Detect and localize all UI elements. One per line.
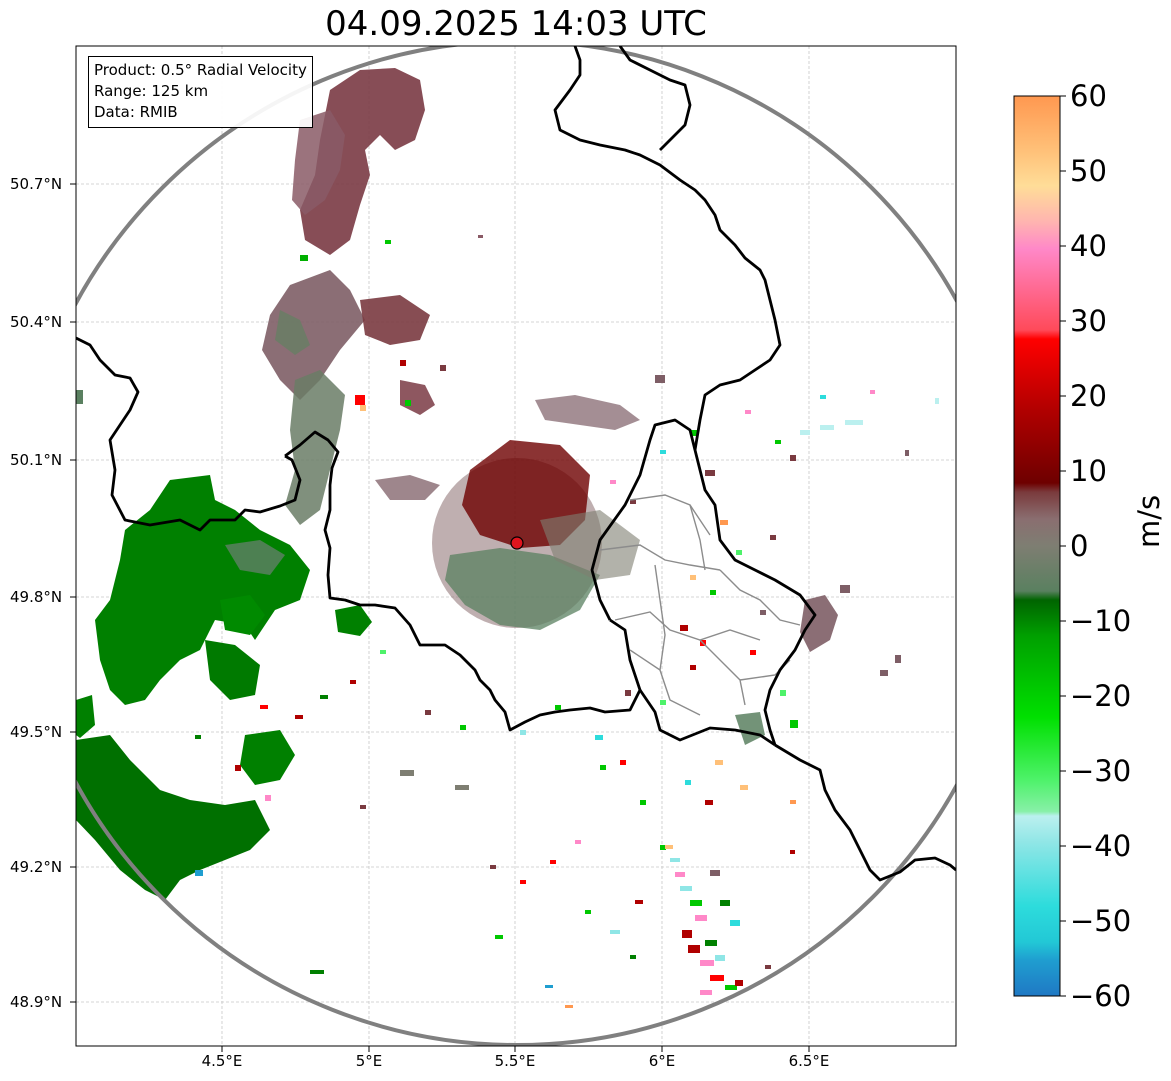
range-ring (76, 46, 956, 1046)
lon-label: 5°E (355, 1052, 383, 1070)
map-title: 04.09.2025 14:03 UTC (325, 4, 707, 44)
lat-label: 49.2°N (10, 858, 63, 876)
colorbar-tick-label: 30 (1070, 304, 1107, 338)
product-info-box: Product: 0.5° Radial Velocity Range: 125… (88, 56, 313, 128)
radar-site-marker (510, 536, 524, 550)
lat-label: 50.1°N (10, 451, 63, 469)
radar-echoes (76, 68, 838, 900)
colorbar-tick-label: −40 (1070, 829, 1132, 863)
colorbar-tick-label: −20 (1070, 679, 1132, 713)
plot-frame (75, 45, 957, 1047)
colorbar-tick-label: 0 (1070, 529, 1089, 563)
lat-label: 50.4°N (10, 313, 63, 331)
colorbar-tick-label: −30 (1070, 754, 1132, 788)
lat-label: 49.5°N (10, 723, 63, 741)
axis-ticks (70, 183, 810, 1052)
lon-label: 6°E (648, 1052, 676, 1070)
lon-label: 5.5°E (494, 1052, 536, 1070)
lon-label: 6.5°E (788, 1052, 830, 1070)
colorbar-tick-label: −50 (1070, 904, 1132, 938)
colorbar-tick-label: 50 (1070, 154, 1107, 188)
radar-speckles (76, 235, 939, 1008)
colorbar-tick-label: 60 (1070, 79, 1107, 113)
colorbar-tick-label: 20 (1070, 379, 1107, 413)
inner-borders (599, 494, 801, 716)
colorbar-tick-label: −10 (1070, 604, 1132, 638)
colorbar-tick-label: 10 (1070, 454, 1107, 488)
colorbar (1013, 95, 1061, 997)
lat-label: 49.8°N (10, 588, 63, 606)
lat-label: 48.9°N (10, 993, 63, 1011)
country-borders (76, 46, 956, 882)
colorbar-ticks (1060, 95, 1066, 997)
colorbar-label: m/s (1132, 494, 1166, 548)
colorbar-tick-label: 40 (1070, 229, 1107, 263)
lat-label: 50.7°N (10, 175, 63, 193)
colorbar-tick-label: −60 (1070, 979, 1132, 1013)
info-range: Range: 125 km (94, 82, 209, 100)
info-data: Data: RMIB (94, 103, 178, 121)
lon-label: 4.5°E (201, 1052, 243, 1070)
info-product: Product: 0.5° Radial Velocity (94, 61, 307, 79)
